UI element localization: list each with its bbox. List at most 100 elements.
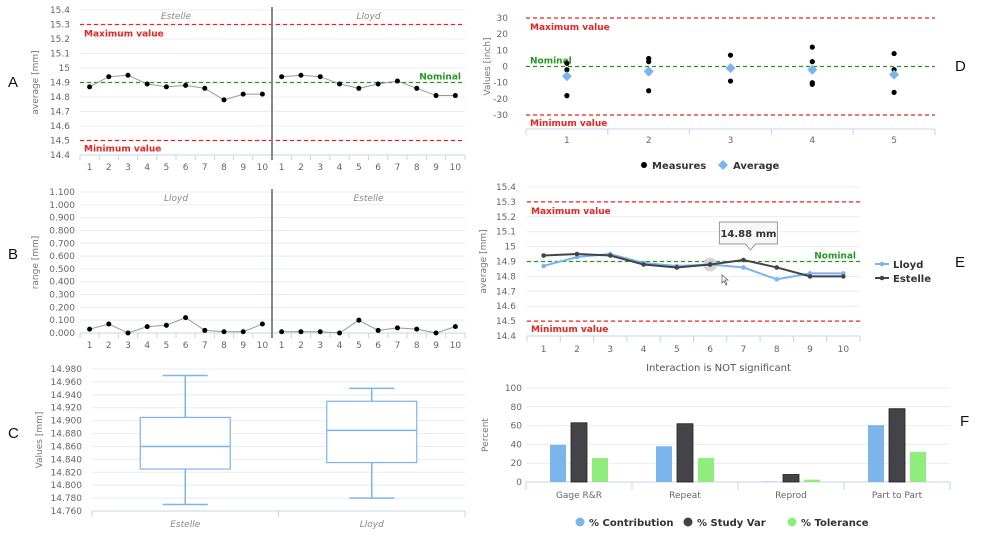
data-point [183, 82, 189, 88]
x-tick-label: 5 [356, 341, 362, 351]
x-category-label: Estelle [170, 520, 200, 530]
y-tick-label: 14.5 [50, 137, 70, 147]
group-label: Estelle [354, 194, 384, 204]
x-tick-label: 4 [144, 163, 150, 173]
data-point [317, 329, 323, 335]
y-tick-label: 14.6 [496, 302, 516, 312]
y-tick-label: 0.900 [49, 214, 75, 224]
x-category-label: Reprod [775, 491, 807, 501]
y-tick-label: 14.920 [51, 404, 83, 414]
y-tick-label: 14.960 [51, 378, 83, 388]
data-point [414, 85, 420, 91]
series-line-estelle [543, 253, 844, 278]
x-tick-label: 3 [607, 345, 613, 355]
y-tick-label: 14.860 [51, 442, 83, 452]
chart-a-average-by-operator: 14.414.514.614.714.814.91515.115.215.315… [31, 6, 466, 173]
legend-average-label: Average [733, 161, 780, 172]
minimum-label: Minimum value [531, 325, 608, 335]
measure-point [646, 59, 652, 65]
data-point [106, 74, 112, 80]
x-tick-label: 1 [541, 345, 547, 355]
y-tick-label: 15 [505, 243, 516, 253]
x-category-label: Part to Part [872, 491, 923, 501]
data-point [87, 326, 93, 332]
y-tick-label: 100 [505, 384, 522, 394]
data-point [240, 91, 246, 97]
y-tick-label: 20 [511, 459, 523, 469]
y-tick-label: 0.000 [49, 329, 75, 339]
y-tick-label: 20 [497, 30, 509, 40]
data-point [106, 321, 112, 327]
x-tick-label: 1 [279, 163, 285, 173]
x-tick-label: 7 [202, 341, 208, 351]
nominal-label: Nominal [530, 57, 572, 67]
data-point [144, 81, 150, 87]
measure-point [564, 67, 570, 73]
y-tick-label: 14.800 [51, 481, 83, 491]
y-tick-label: 14.940 [51, 391, 83, 401]
bar [868, 425, 884, 482]
x-tick-label: 8 [774, 345, 780, 355]
data-point [394, 78, 400, 84]
data-point [259, 321, 265, 327]
y-tick-label: 15.3 [50, 21, 70, 31]
x-tick-label: 5 [356, 163, 362, 173]
y-tick-label: 14.840 [51, 455, 83, 465]
tooltip-text: 14.88 mm [720, 229, 776, 240]
data-point [279, 329, 285, 335]
data-point [452, 324, 458, 330]
measure-point [564, 60, 570, 66]
x-tick-label: 6 [375, 341, 381, 351]
y-tick-label: 15.2 [50, 35, 70, 45]
x-tick-label: 5 [164, 341, 170, 351]
x-tick-label: 2 [298, 341, 304, 351]
y-tick-label: 14.7 [50, 108, 70, 118]
minimum-label: Minimum value [84, 145, 161, 155]
x-tick-label: 8 [221, 341, 227, 351]
x-tick-label: 2 [106, 163, 112, 173]
data-point [414, 326, 420, 332]
y-tick-label: 0.300 [49, 291, 75, 301]
x-tick-label: 5 [674, 345, 680, 355]
x-tick-label: 4 [144, 341, 150, 351]
y-tick-label: 14.8 [496, 272, 516, 282]
data-point-lloyd [541, 263, 546, 269]
y-tick-label: -10 [493, 79, 508, 89]
y-tick-label: 14.820 [51, 468, 83, 478]
x-tick-label: 9 [433, 341, 439, 351]
bar [698, 458, 714, 482]
x-tick-label: 6 [707, 345, 713, 355]
data-point [279, 74, 285, 80]
series-line [281, 74, 456, 97]
y-tick-label: 14.5 [496, 317, 516, 327]
x-category-label: Repeat [669, 491, 701, 501]
x-tick-label: 4 [809, 136, 815, 146]
y-tick-label: -30 [493, 111, 508, 121]
data-point [433, 93, 439, 99]
data-point-estelle [674, 265, 680, 270]
measure-point [727, 52, 734, 58]
y-axis-title: average [mm] [479, 229, 489, 293]
y-tick-label: 0.700 [49, 239, 75, 249]
y-tick-label: 0 [502, 63, 508, 73]
panel-letter-f: F [960, 413, 970, 430]
bar [570, 422, 588, 483]
bar [676, 423, 694, 483]
y-axis-title: Percent [481, 418, 491, 452]
data-point-estelle [607, 253, 613, 258]
bar [656, 446, 672, 482]
data-point [221, 97, 227, 103]
data-point [375, 327, 381, 333]
data-point [183, 315, 189, 321]
y-tick-label: 15.2 [496, 213, 516, 223]
measure-point [891, 89, 897, 95]
data-point [298, 329, 304, 335]
y-axis-title: range [mm] [31, 236, 41, 290]
x-tick-label: 9 [433, 163, 439, 173]
mouse-cursor-icon [721, 274, 730, 286]
chart-b-range-by-operator: 0.000 0.100 0.200 0.300 0.400 0.500 0.600 0.700… [31, 188, 466, 351]
data-point [394, 325, 400, 331]
y-tick-label: 14.980 [51, 365, 83, 375]
x-tick-label: 6 [375, 163, 381, 173]
group-label: Lloyd [356, 12, 380, 22]
